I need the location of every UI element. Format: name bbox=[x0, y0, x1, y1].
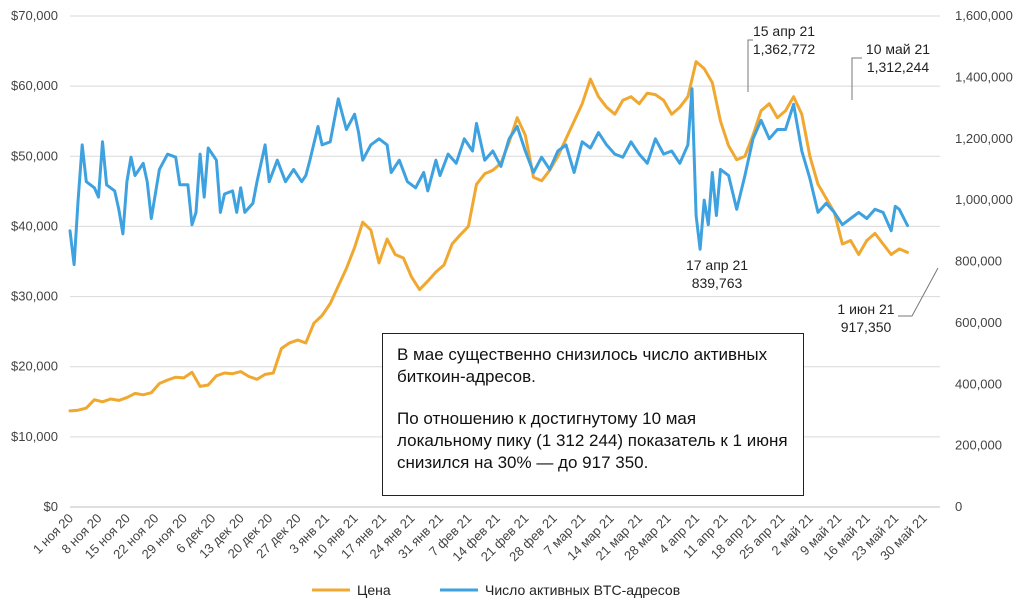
callout-paragraph-1: В мае существенно снизилось число активн… bbox=[397, 345, 768, 386]
left-axis-tick-label: $50,000 bbox=[11, 148, 58, 163]
callout-box: В мае существенно снизилось число активн… bbox=[382, 333, 804, 496]
left-axis-tick-label: $20,000 bbox=[11, 359, 58, 374]
annotation-date-label: 1 июн 21 bbox=[837, 301, 894, 317]
right-axis-tick-label: 800,000 bbox=[955, 254, 1002, 269]
right-axis-tick-label: 0 bbox=[955, 499, 962, 514]
callout-paragraph-2: По отношению к достигнутому 10 мая локал… bbox=[397, 409, 788, 472]
left-axis-tick-label: $40,000 bbox=[11, 218, 58, 233]
right-axis-tick-label: 1,200,000 bbox=[955, 131, 1013, 146]
left-axis-tick-label: $60,000 bbox=[11, 78, 58, 93]
annotation-value-label: 1,312,244 bbox=[867, 59, 929, 75]
right-axis-tick-label: 600,000 bbox=[955, 315, 1002, 330]
left-axis-tick-label: $30,000 bbox=[11, 289, 58, 304]
right-axis-tick-label: 400,000 bbox=[955, 376, 1002, 391]
left-axis-tick-label: $10,000 bbox=[11, 429, 58, 444]
legend-label-addresses: Число активных BTC-адресов bbox=[485, 582, 680, 598]
annotation-leader-line bbox=[747, 39, 753, 92]
right-axis-tick-label: 1,600,000 bbox=[955, 8, 1013, 23]
right-axis-tick-label: 1,400,000 bbox=[955, 69, 1013, 84]
active-addresses-series-line bbox=[68, 87, 909, 267]
annotation-date-label: 17 апр 21 bbox=[686, 257, 748, 273]
annotation-value-label: 917,350 bbox=[841, 319, 892, 335]
right-axis-tick-label: 200,000 bbox=[955, 438, 1002, 453]
annotation-date-label: 10 май 21 bbox=[866, 41, 930, 57]
right-axis-tick-label: 1,000,000 bbox=[955, 192, 1013, 207]
left-axis-tick-label: $70,000 bbox=[11, 8, 58, 23]
annotation-leader-line bbox=[898, 267, 939, 317]
annotation-value-label: 839,763 bbox=[692, 275, 743, 291]
price-series-line bbox=[68, 60, 909, 413]
left-axis-tick-label: $0 bbox=[44, 499, 58, 514]
annotation-value-label: 1,362,772 bbox=[753, 41, 815, 57]
legend-label-price: Цена bbox=[357, 582, 391, 598]
annotation-leader-line bbox=[851, 57, 862, 100]
annotation-date-label: 15 апр 21 bbox=[753, 23, 815, 39]
